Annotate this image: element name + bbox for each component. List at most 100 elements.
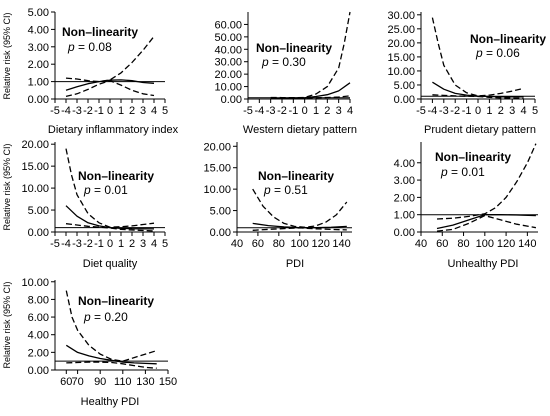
y-tick-label: 0.00 <box>28 227 49 239</box>
nonlinearity-label: Non–linearity <box>78 294 154 308</box>
x-tick-label: 2 <box>129 238 135 250</box>
x-tick-label: 60 <box>60 376 72 388</box>
x-tick-label: -5 <box>50 105 60 117</box>
y-tick-labels: 0.00 2.00 4.00 6.00 8.00 10.00 <box>21 277 55 377</box>
x-tick-label: 120 <box>311 238 329 250</box>
nonlinearity-label: Non–linearity <box>78 169 154 183</box>
nonlinearity-label: Non–linearity <box>62 25 138 39</box>
x-tick-label: 0 <box>475 105 481 117</box>
p-value-label: p = 0.30 <box>261 55 306 69</box>
p-value-label: p = 0.51 <box>263 183 308 197</box>
curves <box>248 11 351 100</box>
p-value-label: p = 0.20 <box>83 310 128 324</box>
x-tick-label: -2 <box>83 238 93 250</box>
curves <box>55 148 165 232</box>
p-value-label: p = 0.08 <box>67 40 112 54</box>
curves <box>421 143 538 232</box>
x-tick-label: 40 <box>415 238 427 250</box>
x-tick-label: 120 <box>497 238 515 250</box>
y-tick-label: 30.00 <box>387 10 415 22</box>
x-tick-label: -5 <box>50 238 60 250</box>
x-tick-labels: -5 -4 -3 -2 -1 0 1 2 3 4 5 <box>50 99 168 117</box>
x-axis-label: Diet quality <box>83 258 138 270</box>
x-tick-labels: -5 -4 -3 -2 -1 0 1 2 3 4 5 <box>416 99 538 117</box>
x-tick-label: -1 <box>94 105 104 117</box>
lower-ci-curve <box>252 227 347 231</box>
x-tick-label: -2 <box>83 105 93 117</box>
x-tick-label: -2 <box>450 105 460 117</box>
y-tick-label: 15.00 <box>387 52 415 64</box>
y-tick-label: 5.00 <box>210 206 231 218</box>
nonlinearity-label: Non–linearity <box>258 169 334 183</box>
lower-ci-curve <box>270 95 351 100</box>
x-axis-label: Prudent dietary pattern <box>424 124 536 136</box>
y-tick-label: 20.00 <box>214 69 242 81</box>
x-tick-label: 5 <box>162 105 168 117</box>
panel-diet-quality: 0.00 5.00 10.00 15.00 20.00 -5 -4 -3 -2 -1 0 1 2 3 4 5… <box>2 139 168 270</box>
y-tick-label: 8.00 <box>28 294 49 306</box>
x-tick-label: 0 <box>302 105 308 117</box>
x-axis-label: Dietary inflammatory index <box>48 124 179 136</box>
y-tick-label: 0.00 <box>28 94 49 106</box>
y-tick-label: 5.00 <box>28 7 49 19</box>
x-tick-label: 3 <box>336 105 342 117</box>
y-tick-label: 10.00 <box>21 277 49 289</box>
y-tick-label: 3.00 <box>394 175 415 187</box>
lower-ci-curve <box>66 361 157 369</box>
x-tick-label: 60 <box>436 238 448 250</box>
curves <box>55 35 165 98</box>
x-tick-labels: 40 60 80 100 120 140 <box>415 232 537 250</box>
x-tick-label: 4 <box>151 238 157 250</box>
panel-dietary-inflammatory-index: 0.00 1.00 2.00 3.00 4.00 5.00 -5 -4 -3 -2 -1 0 1 2 3 4… <box>2 7 179 136</box>
curves <box>421 17 535 100</box>
estimate-curve <box>436 214 536 230</box>
y-tick-label: 25.00 <box>387 24 415 36</box>
lower-ci-curve <box>436 214 537 232</box>
y-tick-label: 40.00 <box>214 44 242 56</box>
x-tick-labels: 40 60 80 100 120 140 <box>231 232 351 250</box>
y-tick-labels: 0.00 1.00 2.00 3.00 4.00 5.00 <box>28 7 55 106</box>
y-tick-label: 5.00 <box>394 80 415 92</box>
x-tick-label: 1 <box>486 105 492 117</box>
x-tick-label: -3 <box>72 105 82 117</box>
upper-ci-curve <box>65 148 155 228</box>
y-tick-label: 50.00 <box>214 32 242 44</box>
x-tick-label: -1 <box>462 105 472 117</box>
panel-prudent-dietary-pattern: 0.00 5.00 10.00 15.00 20.00 25.00 30.00 -5 -4 -3… <box>387 10 546 136</box>
y-tick-label: 20.00 <box>203 141 231 153</box>
x-tick-label: 1 <box>118 238 124 250</box>
y-tick-label: 4.00 <box>394 158 415 170</box>
y-tick-label: 0.00 <box>210 227 231 239</box>
x-tick-label: 140 <box>332 238 350 250</box>
x-tick-label: 80 <box>273 238 285 250</box>
p-value-label: p = 0.01 <box>440 165 485 179</box>
x-tick-label: 3 <box>140 105 146 117</box>
y-tick-label: 0.00 <box>28 365 49 377</box>
upper-ci-curve <box>252 188 348 228</box>
curves <box>237 188 352 231</box>
curves <box>55 290 168 369</box>
y-tick-label: 6.00 <box>28 312 49 324</box>
y-tick-label: 30.00 <box>214 57 242 69</box>
x-tick-label: -1 <box>94 238 104 250</box>
x-tick-label: 2 <box>129 105 135 117</box>
x-tick-label: 150 <box>159 376 177 388</box>
x-tick-label: -3 <box>72 238 82 250</box>
x-tick-label: 140 <box>518 238 536 250</box>
x-tick-label: -1 <box>288 105 298 117</box>
x-tick-label: -4 <box>254 105 264 117</box>
nonlinearity-label: Non–linearity <box>470 32 546 46</box>
y-tick-label: 1.00 <box>28 77 49 89</box>
x-tick-label: 1 <box>118 105 124 117</box>
nonlinearity-label: Non–linearity <box>435 150 511 164</box>
y-tick-label: 0.00 <box>394 94 415 106</box>
x-tick-label: 110 <box>114 376 132 388</box>
y-tick-label: 1.00 <box>394 210 415 222</box>
y-tick-label: 60.00 <box>214 19 242 31</box>
y-tick-label: 3.00 <box>28 42 49 54</box>
x-tick-label: 2 <box>324 105 330 117</box>
x-axis-label: Healthy PDI <box>81 396 140 408</box>
y-axis-label: Relative risk (95% CI) <box>2 143 12 230</box>
x-tick-label: 4 <box>521 105 527 117</box>
